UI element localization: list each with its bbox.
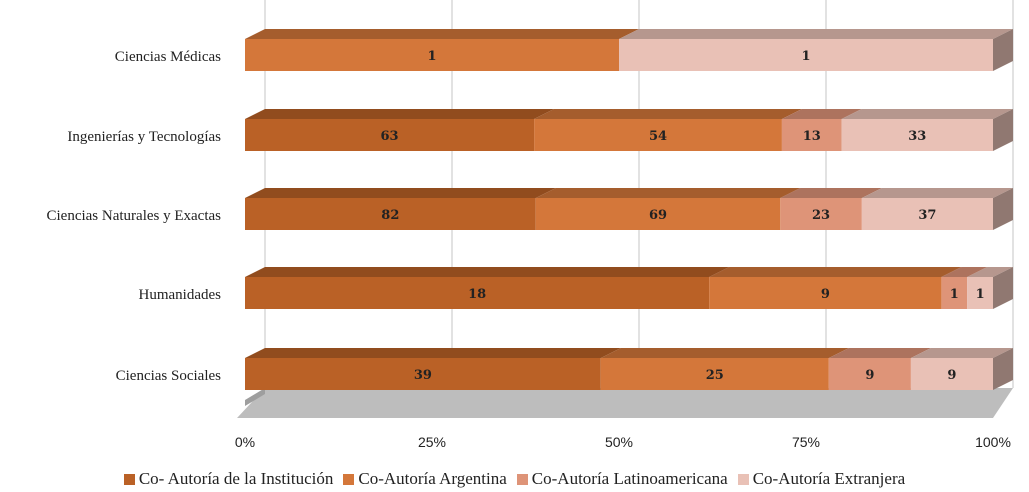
bar-top — [619, 29, 1013, 39]
bar-segment — [245, 119, 535, 151]
bar-side — [993, 29, 1013, 71]
bar-segment — [245, 277, 710, 309]
bar-side — [993, 188, 1013, 230]
legend-item: Co- Autoría de la Institución — [123, 469, 334, 489]
data-label: 33 — [908, 129, 926, 144]
category-labels: Ciencias Médicas Ingenierías y Tecnología… — [46, 49, 221, 384]
data-label: 13 — [803, 129, 821, 144]
bar-side — [993, 348, 1013, 390]
legend-item: Co-Autoría Extranjera — [737, 469, 906, 489]
legend-label: Co-Autoría Extranjera — [752, 469, 906, 488]
legend-label: Co- Autoría de la Institución — [138, 469, 334, 488]
legend-label: Co-Autoría Argentina — [358, 469, 507, 488]
bar-top — [600, 348, 849, 358]
bar-top — [245, 267, 730, 277]
bar-top — [245, 29, 639, 39]
legend-label: Co-Autoría Latinoamericana — [531, 469, 728, 488]
bar-top — [841, 109, 1013, 119]
data-label: 54 — [649, 129, 667, 144]
data-label: 1 — [801, 49, 810, 64]
data-label: 18 — [468, 287, 486, 302]
x-tick-label: 75% — [792, 434, 820, 450]
chart-floor — [237, 388, 1013, 418]
bar-top — [910, 348, 1013, 358]
data-label: 1 — [950, 287, 959, 302]
bar-segment — [910, 358, 993, 390]
bar-segment — [535, 198, 781, 230]
stacked-bar-chart: 1 1 63 54 13 33 82 69 23 37 18 9 1 1 39 25 9 9 Ciencias M… — [46, 0, 1014, 450]
bar-top — [709, 267, 962, 277]
bar-segment — [245, 358, 601, 390]
bar-top — [828, 348, 931, 358]
bar-segment — [781, 119, 842, 151]
bar-segment — [780, 198, 862, 230]
category-label: Ciencias Sociales — [116, 368, 222, 384]
legend-swatch — [737, 473, 749, 485]
bar-side — [993, 267, 1013, 309]
category-label: Ciencias Médicas — [115, 49, 221, 65]
legend-item: Co-Autoría Argentina — [343, 469, 507, 489]
data-label: 82 — [381, 208, 399, 223]
legend-item: Co-Autoría Latinoamericana — [516, 469, 728, 489]
x-tick-label: 100% — [975, 434, 1011, 450]
data-label: 9 — [947, 368, 956, 383]
data-label: 37 — [918, 208, 936, 223]
bar-top — [780, 188, 882, 198]
legend-swatch — [343, 473, 355, 485]
data-label: 25 — [706, 368, 724, 383]
category-label: Humanidades — [139, 287, 222, 303]
data-label: 23 — [812, 208, 830, 223]
x-tick-label: 25% — [418, 434, 446, 450]
bar-top — [967, 267, 1013, 277]
bar-top — [245, 348, 621, 358]
bar-segment — [709, 277, 942, 309]
bar-segment — [534, 119, 782, 151]
bar-segment — [941, 277, 968, 309]
floor-edge — [245, 388, 265, 406]
data-label: 9 — [865, 368, 874, 383]
bar-side — [993, 109, 1013, 151]
bar-segment — [600, 358, 829, 390]
bar-top — [781, 109, 862, 119]
legend: Co- Autoría de la Institución Co-Autoría … — [0, 466, 1029, 492]
bar-segment — [245, 39, 619, 71]
bar-top — [941, 267, 988, 277]
bar-top — [245, 109, 555, 119]
legend-swatch — [516, 473, 528, 485]
bar-top — [245, 188, 556, 198]
x-axis-tick-labels: 0% 25% 50% 75% 100% — [235, 434, 1011, 450]
bars: 1 1 63 54 13 33 82 69 23 37 18 9 1 1 39 25 9 9 — [245, 29, 1013, 390]
data-label: 69 — [649, 208, 667, 223]
bar-top — [535, 188, 801, 198]
bar-segment — [861, 198, 993, 230]
bar-segment — [967, 277, 993, 309]
data-label: 39 — [414, 368, 432, 383]
bar-top — [861, 188, 1013, 198]
data-label: 1 — [976, 287, 985, 302]
bar-segment — [245, 198, 536, 230]
data-label: 1 — [427, 49, 436, 64]
category-label: Ingenierías y Tecnologías — [67, 129, 221, 145]
bar-top — [534, 109, 802, 119]
category-label: Ciencias Naturales y Exactas — [46, 208, 221, 224]
floor-plane — [237, 388, 1013, 418]
legend-swatch — [123, 473, 135, 485]
bar-segment — [828, 358, 911, 390]
x-tick-label: 0% — [235, 434, 255, 450]
data-label: 9 — [821, 287, 830, 302]
bar-segment — [619, 39, 993, 71]
data-label: 63 — [381, 129, 399, 144]
bar-segment — [841, 119, 993, 151]
x-tick-label: 50% — [605, 434, 633, 450]
